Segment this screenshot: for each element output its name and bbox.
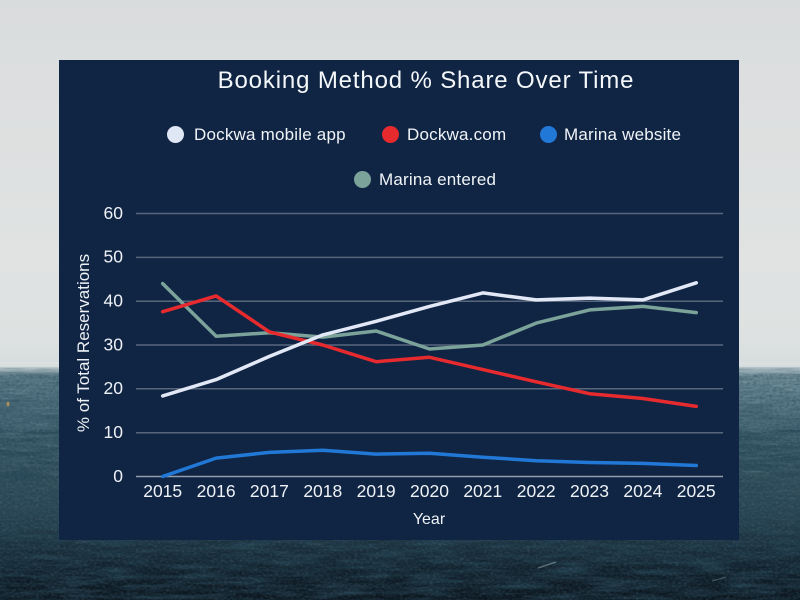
svg-text:Year: Year bbox=[413, 511, 446, 528]
svg-text:2016: 2016 bbox=[197, 481, 236, 501]
svg-text:20: 20 bbox=[104, 378, 124, 398]
svg-text:10: 10 bbox=[104, 422, 124, 442]
svg-text:60: 60 bbox=[104, 203, 124, 223]
svg-text:0: 0 bbox=[113, 466, 123, 486]
svg-text:30: 30 bbox=[104, 334, 124, 354]
svg-text:2015: 2015 bbox=[143, 481, 182, 501]
svg-text:2025: 2025 bbox=[677, 481, 716, 501]
svg-text:40: 40 bbox=[104, 291, 124, 311]
svg-text:50: 50 bbox=[104, 247, 124, 267]
svg-text:2018: 2018 bbox=[303, 481, 342, 501]
svg-text:% of Total Reservations: % of Total Reservations bbox=[74, 254, 93, 432]
svg-text:2019: 2019 bbox=[357, 481, 396, 501]
svg-text:2023: 2023 bbox=[570, 481, 609, 501]
svg-text:2021: 2021 bbox=[463, 481, 502, 501]
svg-text:2017: 2017 bbox=[250, 481, 289, 501]
svg-text:2024: 2024 bbox=[623, 481, 662, 501]
svg-text:2022: 2022 bbox=[517, 481, 556, 501]
svg-text:2020: 2020 bbox=[410, 481, 449, 501]
